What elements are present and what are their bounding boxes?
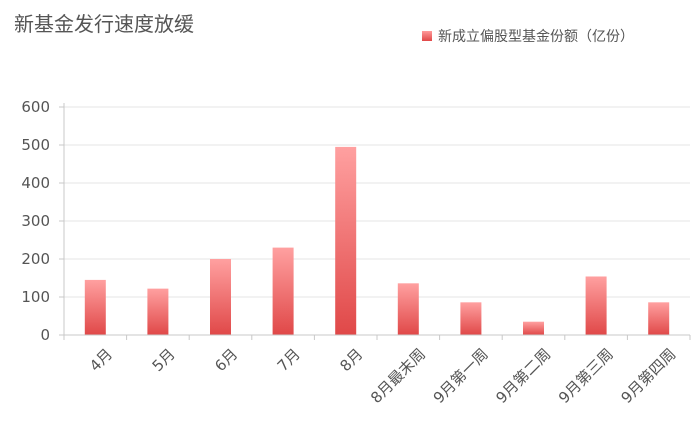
bar: [84, 279, 106, 335]
x-tick-label: 7月: [274, 345, 304, 375]
bar: [210, 259, 231, 335]
x-tick-label: 9月第四周: [618, 345, 680, 407]
bar: [397, 283, 419, 335]
y-tick-label: 300: [21, 212, 50, 230]
y-tick-label: 0: [40, 326, 50, 344]
y-tick-label: 600: [21, 98, 50, 116]
bar: [272, 247, 294, 335]
y-tick-label: 200: [21, 250, 50, 268]
y-tick-label: 500: [21, 136, 50, 154]
bar-layer: [84, 146, 670, 335]
y-tick-label: 100: [21, 288, 50, 306]
x-tick-label: 8月: [336, 345, 366, 375]
bar: [460, 302, 482, 335]
grid-layer: [64, 106, 690, 298]
bar: [335, 146, 357, 335]
bar: [585, 276, 607, 335]
x-tick-label: 5月: [149, 345, 179, 375]
x-tick-label: 8月最末周: [367, 345, 429, 407]
x-tick-label: 4月: [86, 345, 116, 375]
legend: 新成立偏股型基金份额（亿份）: [422, 26, 634, 46]
x-tick-label: 6月: [211, 345, 241, 375]
bar: [147, 288, 169, 335]
x-tick-label: 9月第二周: [492, 345, 554, 407]
axis-layer: [59, 103, 691, 340]
legend-swatch: [422, 31, 432, 41]
y-tick-label: 400: [21, 174, 50, 192]
bar: [648, 302, 670, 335]
x-tick-label: 9月第一周: [430, 345, 492, 407]
bar: [523, 321, 544, 335]
legend-label: 新成立偏股型基金份额（亿份）: [438, 29, 634, 45]
x-tick-label: 9月第三周: [555, 345, 617, 407]
chart-title: 新基金发行速度放缓: [14, 12, 194, 36]
